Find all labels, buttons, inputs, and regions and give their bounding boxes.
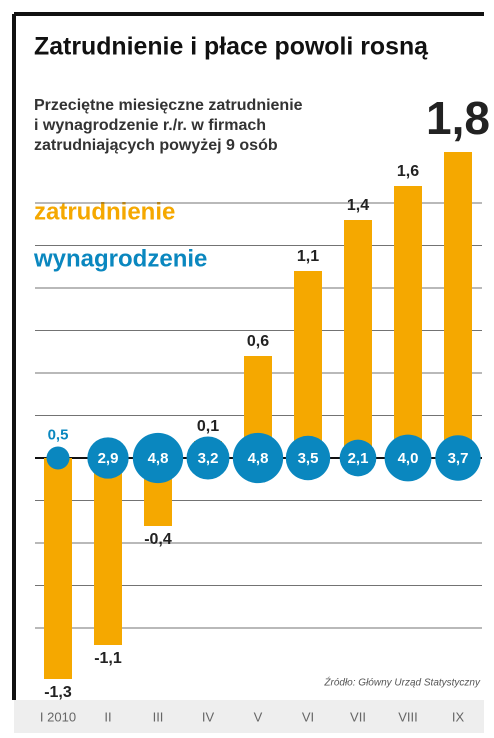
bubble bbox=[285, 435, 331, 481]
data-label: 2,1 bbox=[348, 450, 369, 467]
x-tick-label: III bbox=[153, 709, 164, 724]
bubble bbox=[435, 435, 481, 481]
data-label: 1,4 bbox=[347, 197, 369, 214]
x-tick-label: VII bbox=[350, 709, 366, 724]
data-label: 2,9 bbox=[98, 450, 119, 467]
data-label: 3,5 bbox=[298, 450, 319, 467]
bubble bbox=[46, 446, 70, 470]
bubble bbox=[232, 432, 284, 484]
data-label: 1,8 bbox=[426, 92, 490, 144]
bar bbox=[294, 271, 322, 458]
x-tick-label: V bbox=[254, 709, 263, 724]
subtitle-line: Przeciętne miesięczne zatrudnienie bbox=[34, 97, 303, 114]
x-tick-label: IX bbox=[452, 709, 465, 724]
bar bbox=[94, 458, 122, 645]
x-tick-label: VI bbox=[302, 709, 314, 724]
data-label: 3,2 bbox=[198, 450, 219, 467]
x-tick-label: I 2010 bbox=[40, 709, 76, 724]
x-tick-label: VIII bbox=[398, 709, 418, 724]
x-tick-label: II bbox=[104, 709, 111, 724]
data-label: 1,6 bbox=[397, 163, 419, 180]
legend-entry: wynagrodzenie bbox=[33, 245, 207, 272]
subtitle-line: i wynagrodzenie r./r. w firmach bbox=[34, 117, 266, 134]
data-label: 0,6 bbox=[247, 333, 269, 350]
data-label: 4,8 bbox=[248, 450, 269, 467]
bubble bbox=[186, 436, 230, 480]
bar bbox=[344, 220, 372, 458]
bubble bbox=[384, 434, 432, 482]
data-label: -1,3 bbox=[44, 684, 72, 701]
bubble bbox=[132, 432, 184, 484]
legend-entry: zatrudnienie bbox=[34, 198, 175, 225]
x-axis-band bbox=[14, 700, 484, 733]
data-label: -1,1 bbox=[94, 650, 122, 667]
data-label: 3,7 bbox=[448, 450, 469, 467]
subtitle-line: zatrudniających powyżej 9 osób bbox=[34, 137, 278, 154]
data-label: 0,1 bbox=[197, 418, 219, 435]
bubble bbox=[87, 437, 129, 479]
source: Źródło: Główny Urząd Statystyczny bbox=[323, 676, 481, 689]
bar bbox=[394, 186, 422, 458]
x-tick-label: IV bbox=[202, 709, 215, 724]
bar bbox=[44, 458, 72, 679]
data-label: 1,1 bbox=[297, 248, 319, 265]
chart-title: Zatrudnienie i płace powoli rosną bbox=[34, 33, 429, 61]
data-label: 4,0 bbox=[398, 450, 419, 467]
data-label: 4,8 bbox=[148, 450, 169, 467]
bubble bbox=[339, 439, 377, 477]
bar bbox=[444, 152, 472, 458]
data-label: 0,5 bbox=[48, 426, 69, 443]
data-label: -0,4 bbox=[144, 531, 172, 548]
